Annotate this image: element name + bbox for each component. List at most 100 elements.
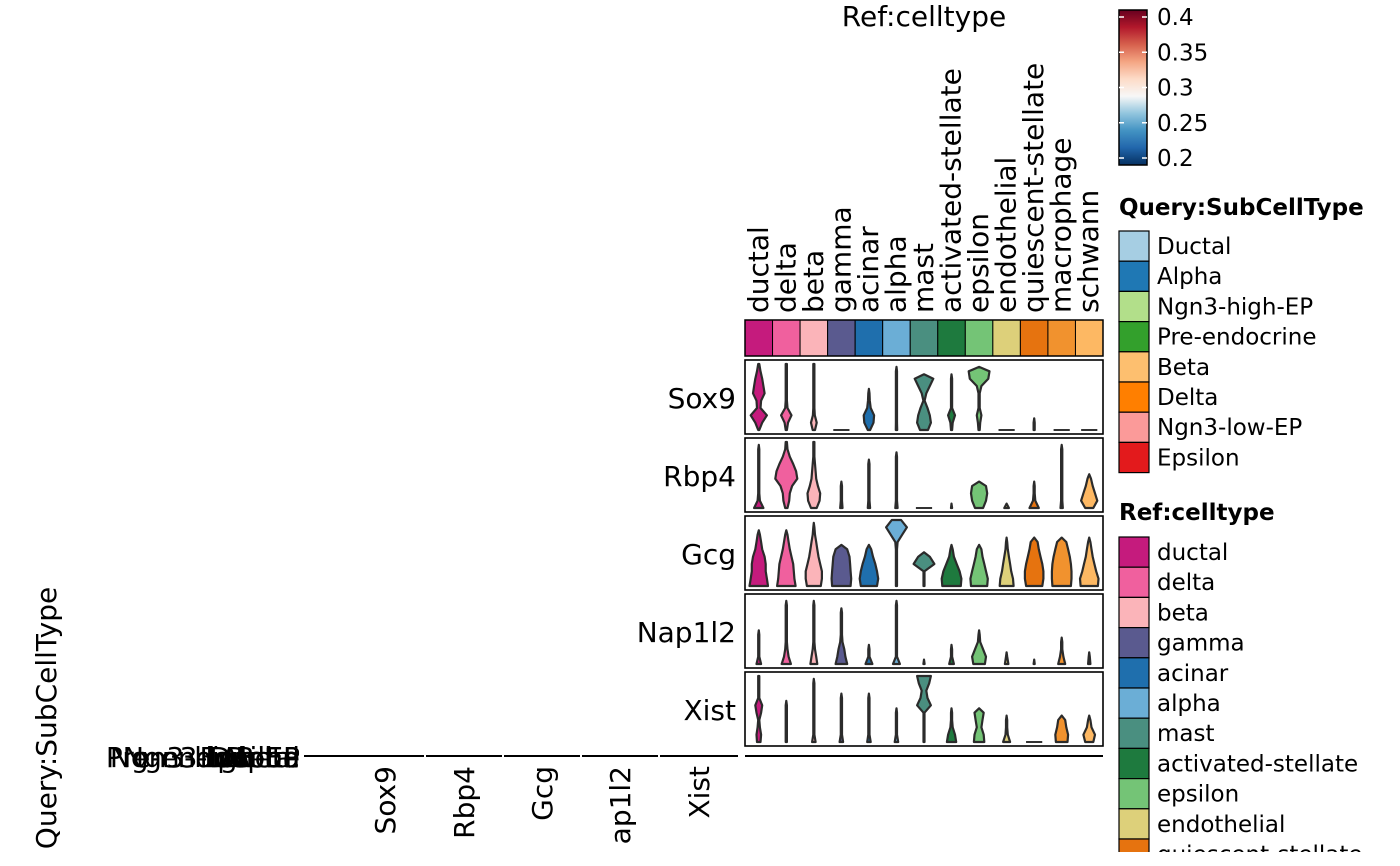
colorbar-label-3: 0.25	[1157, 111, 1208, 137]
query-y-axis-title: Query:SubCellType	[30, 587, 63, 849]
column-label-activated-stellate: activated-stellate	[935, 68, 968, 313]
panel-frame-nap1l2	[744, 593, 1104, 669]
query-x-label-rbp4: Rbp4	[448, 766, 481, 839]
legend-query-label-ductal: Ductal	[1157, 234, 1231, 260]
gene-label-rbp4: Rbp4	[663, 460, 736, 493]
query-y-label-ductal: Ductal	[209, 741, 300, 774]
query-y-label-beta: Beta	[235, 741, 300, 774]
violin-gcg-acinar	[858, 543, 880, 588]
color-bar-cell-schwann	[1074, 319, 1104, 357]
query-y-label-delta: Delta	[225, 741, 300, 774]
query-y-label-epsilon: Epsilon	[200, 741, 301, 774]
column-label-delta: delta	[769, 242, 802, 313]
query-subcelltype-plot: DuctalAlphaNgn3-high-EPPre-endocrineBeta…	[30, 587, 1103, 849]
query-y-label-pre-endocrine: Pre-endocrine	[106, 741, 300, 774]
violin-rbp4-beta	[806, 440, 822, 510]
colorbar: 0.4 0.35 0.3 0.25 0.2	[1118, 5, 1208, 172]
query-x-axis-labels: Sox9 Rbp4 Gcg ap1l2 Xist	[369, 766, 716, 844]
violin-gcg-endothelial	[998, 536, 1015, 588]
violin-rbp4-activated-stellate	[949, 502, 954, 510]
legend-ref-label-quiescent-stellate: quiescent-stellate	[1157, 842, 1363, 866]
gene-label-xist: Xist	[683, 694, 736, 727]
colorbar-label-0: 0.4	[1157, 5, 1194, 31]
violin-sox9-beta	[809, 362, 818, 432]
violin-xist-macrophage	[1054, 714, 1070, 744]
legend-ref-swatch-acinar	[1118, 657, 1150, 689]
legend-query-label-epsilon: Epsilon	[1157, 445, 1240, 471]
violin-xist-beta	[811, 677, 817, 744]
legend-ref-swatch-activated-stellate	[1118, 747, 1150, 780]
panel-xist: Xist	[683, 671, 1104, 747]
legend-ref-swatch-beta	[1118, 596, 1150, 629]
panel-nap1l2: Nap1l2	[637, 593, 1104, 669]
column-label-alpha: alpha	[879, 235, 912, 313]
violin-sox9-activated-stellate	[947, 373, 957, 432]
violin-xist-mast	[916, 674, 932, 744]
column-label-endothelial: endothelial	[990, 157, 1023, 313]
legend-ref-title: Ref:celltype	[1119, 500, 1275, 526]
violin-xist-activated-stellate	[945, 707, 958, 744]
legend-ref-label-acinar: acinar	[1157, 661, 1229, 687]
legend-query-subcelltype: Query:SubCellType Ductal Alpha Ngn3-high-EP…	[1118, 195, 1364, 474]
legend-ref-swatch-endothelial	[1118, 808, 1150, 840]
violin-rbp4-quiescent-stellate	[1028, 480, 1040, 510]
query-y-label-alpha: Alpha	[220, 741, 300, 774]
legend-query-swatch-ngn3-low-ep	[1118, 411, 1150, 444]
celltype-color-bar	[744, 319, 1104, 357]
legend-query-label-alpha: Alpha	[1157, 264, 1222, 290]
color-bar-cell-delta	[772, 319, 801, 357]
celltype-column-labels: ductaldeltabetagammaacinaralphamastactiv…	[742, 63, 1105, 313]
legend-query-swatch-epsilon	[1118, 441, 1150, 474]
violin-gcg-activated-stellate	[940, 543, 963, 588]
panel-gcg: Gcg	[681, 515, 1104, 591]
color-bar-cell-ductal	[744, 319, 774, 357]
query-x-label-xist: Xist	[683, 766, 716, 819]
violin-nap1l2-ductal	[755, 629, 763, 666]
panel-frame-rbp4	[744, 437, 1104, 513]
violin-sox9-quiescent-stellate	[1032, 417, 1036, 432]
legend-ref-swatch-mast	[1118, 717, 1150, 750]
colorbar-label-1: 0.35	[1157, 40, 1208, 66]
legend-ref-label-beta: beta	[1157, 600, 1209, 626]
violin-xist-alpha	[893, 707, 900, 744]
legend-ref-swatch-gamma	[1118, 626, 1150, 659]
violin-nap1l2-quiescent-stellate	[1032, 658, 1036, 666]
query-y-label-ngn3-low-ep: Ngn3-low-EP	[123, 741, 300, 774]
violin-rbp4-schwann	[1080, 473, 1099, 510]
legend-query-swatch-alpha	[1118, 260, 1150, 293]
violin-sox9-ductal	[749, 362, 768, 432]
violin-nap1l2-macrophage	[1057, 636, 1067, 666]
color-bar-cell-endothelial	[992, 319, 1021, 357]
legend-ref-celltype: Ref:celltype ductal delta beta gamma acinar al…	[1118, 500, 1363, 866]
legend-ref-label-alpha: alpha	[1157, 691, 1221, 717]
legend-query-swatch-beta	[1118, 351, 1150, 383]
violin-xist-epsilon	[972, 707, 986, 744]
violin-nap1l2-endothelial	[1003, 651, 1010, 666]
violin-rbp4-ductal	[753, 443, 765, 510]
violin-gcg-macrophage	[1050, 536, 1073, 588]
violin-xist-acinar	[866, 692, 872, 744]
violin-gcg-delta	[776, 529, 797, 588]
violin-rbp4-delta	[774, 440, 799, 510]
legend-ref-swatch-delta	[1118, 566, 1150, 599]
violin-panels: Sox9 Rbp4 Gcg Nap1l2 Xist	[637, 359, 1104, 747]
legend-query-label-pre-endocrine: Pre-endocrine	[1157, 325, 1316, 351]
column-label-ductal: ductal	[742, 226, 775, 313]
panel-rbp4: Rbp4	[663, 437, 1104, 513]
gene-label-gcg: Gcg	[681, 538, 736, 571]
color-bar-cell-activated-stellate	[937, 319, 966, 357]
legend-ref-swatch-quiescent-stellate	[1118, 838, 1150, 852]
column-label-schwann: schwann	[1072, 190, 1105, 313]
legend-ref-label-ductal: ductal	[1157, 540, 1228, 566]
violin-nap1l2-alpha	[891, 599, 901, 666]
violin-nap1l2-delta	[780, 599, 792, 666]
column-label-quiescent-stellate: quiescent-stellate	[1017, 63, 1050, 313]
violin-sox9-alpha	[894, 365, 899, 432]
column-label-acinar: acinar	[852, 226, 885, 313]
color-bar-cell-beta	[799, 319, 829, 357]
violin-gcg-schwann	[1078, 536, 1100, 588]
query-x-label-gcg: Gcg	[526, 766, 559, 821]
legend-ref-label-epsilon: epsilon	[1157, 782, 1239, 808]
violin-nap1l2-epsilon	[971, 629, 988, 666]
